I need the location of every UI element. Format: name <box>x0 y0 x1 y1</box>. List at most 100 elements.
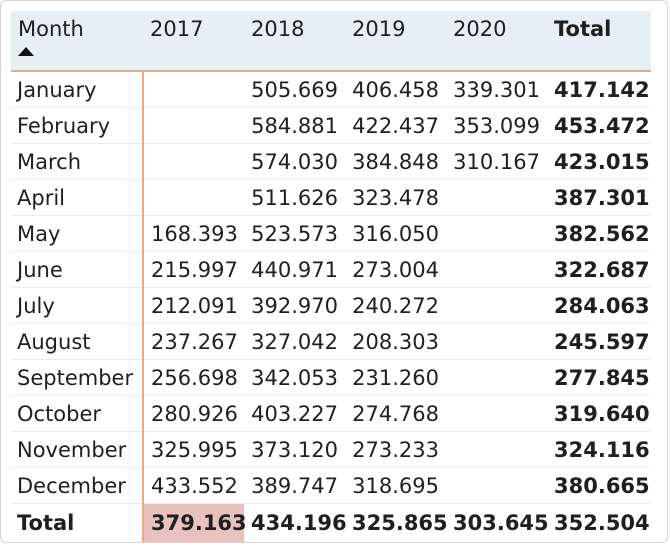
value-cell[interactable] <box>446 288 547 324</box>
value-cell[interactable]: 584.881 <box>244 108 345 144</box>
table-row: May 168.393 523.573 316.050 382.562 <box>11 216 651 252</box>
total-cell-2018[interactable]: 434.196 <box>244 504 345 543</box>
value-cell[interactable]: 505.669 <box>244 71 345 108</box>
total-cell-2020[interactable]: 303.645 <box>446 504 547 543</box>
value-cell[interactable] <box>143 144 244 180</box>
column-header-2020[interactable]: 2020 <box>446 11 547 71</box>
matrix-table: Month 2017 2018 2019 2020 Total January 5… <box>11 11 651 542</box>
value-cell[interactable]: 316.050 <box>345 216 446 252</box>
row-total-cell[interactable]: 417.142 <box>547 71 651 108</box>
table-row: June 215.997 440.971 273.004 322.687 <box>11 252 651 288</box>
table-row: September 256.698 342.053 231.260 277.845 <box>11 360 651 396</box>
table-row: December 433.552 389.747 318.695 380.665 <box>11 468 651 504</box>
row-total-cell[interactable]: 245.597 <box>547 324 651 360</box>
value-cell[interactable]: 373.120 <box>244 432 345 468</box>
row-total-cell[interactable]: 324.116 <box>547 432 651 468</box>
value-cell[interactable] <box>446 396 547 432</box>
value-cell[interactable]: 327.042 <box>244 324 345 360</box>
value-cell[interactable]: 342.053 <box>244 360 345 396</box>
value-cell[interactable]: 318.695 <box>345 468 446 504</box>
row-header-month[interactable]: September <box>11 360 143 396</box>
value-cell[interactable]: 433.552 <box>143 468 244 504</box>
value-cell[interactable]: 403.227 <box>244 396 345 432</box>
row-header-month[interactable]: February <box>11 108 143 144</box>
row-header-month[interactable]: October <box>11 396 143 432</box>
table-row: April 511.626 323.478 387.301 <box>11 180 651 216</box>
row-total-cell[interactable]: 277.845 <box>547 360 651 396</box>
value-cell[interactable]: 256.698 <box>143 360 244 396</box>
column-header-2018[interactable]: 2018 <box>244 11 345 71</box>
value-cell[interactable]: 273.233 <box>345 432 446 468</box>
table-row: February 584.881 422.437 353.099 453.472 <box>11 108 651 144</box>
value-cell[interactable]: 310.167 <box>446 144 547 180</box>
value-cell[interactable]: 389.747 <box>244 468 345 504</box>
column-header-month[interactable]: Month <box>11 11 143 71</box>
total-cell-2019[interactable]: 325.865 <box>345 504 446 543</box>
value-cell[interactable]: 212.091 <box>143 288 244 324</box>
row-header-month[interactable]: April <box>11 180 143 216</box>
value-cell[interactable]: 511.626 <box>244 180 345 216</box>
row-header-month[interactable]: January <box>11 71 143 108</box>
row-header-month[interactable]: December <box>11 468 143 504</box>
table-row: August 237.267 327.042 208.303 245.597 <box>11 324 651 360</box>
value-cell[interactable] <box>446 324 547 360</box>
value-cell[interactable]: 440.971 <box>244 252 345 288</box>
row-header-month[interactable]: July <box>11 288 143 324</box>
value-cell[interactable] <box>143 180 244 216</box>
value-cell[interactable]: 325.995 <box>143 432 244 468</box>
value-cell[interactable]: 280.926 <box>143 396 244 432</box>
row-header-month[interactable]: May <box>11 216 143 252</box>
row-header-month[interactable]: November <box>11 432 143 468</box>
value-cell[interactable]: 237.267 <box>143 324 244 360</box>
row-total-cell[interactable]: 380.665 <box>547 468 651 504</box>
value-cell[interactable]: 323.478 <box>345 180 446 216</box>
value-cell[interactable]: 215.997 <box>143 252 244 288</box>
value-cell[interactable] <box>143 71 244 108</box>
column-header-label: Month <box>18 17 84 41</box>
value-cell[interactable] <box>143 108 244 144</box>
grand-total-cell[interactable]: 352.504 <box>547 504 651 543</box>
value-cell[interactable]: 574.030 <box>244 144 345 180</box>
table-row: July 212.091 392.970 240.272 284.063 <box>11 288 651 324</box>
sort-ascending-icon[interactable] <box>18 47 34 56</box>
value-cell[interactable] <box>446 432 547 468</box>
row-total-cell[interactable]: 453.472 <box>547 108 651 144</box>
value-cell[interactable] <box>446 360 547 396</box>
column-header-2017[interactable]: 2017 <box>143 11 244 71</box>
row-total-cell[interactable]: 387.301 <box>547 180 651 216</box>
row-total-cell[interactable]: 319.640 <box>547 396 651 432</box>
value-cell[interactable]: 240.272 <box>345 288 446 324</box>
header-row: Month 2017 2018 2019 2020 Total <box>11 11 651 71</box>
value-cell[interactable]: 168.393 <box>143 216 244 252</box>
table-row: March 574.030 384.848 310.167 423.015 <box>11 144 651 180</box>
value-cell[interactable] <box>446 180 547 216</box>
row-header-month[interactable]: March <box>11 144 143 180</box>
value-cell[interactable]: 273.004 <box>345 252 446 288</box>
value-cell[interactable]: 231.260 <box>345 360 446 396</box>
table-row: January 505.669 406.458 339.301 417.142 <box>11 71 651 108</box>
row-total-cell[interactable]: 382.562 <box>547 216 651 252</box>
table-row: November 325.995 373.120 273.233 324.116 <box>11 432 651 468</box>
value-cell[interactable]: 392.970 <box>244 288 345 324</box>
row-total-cell[interactable]: 423.015 <box>547 144 651 180</box>
total-row-label: Total <box>11 504 143 543</box>
value-cell[interactable]: 339.301 <box>446 71 547 108</box>
value-cell[interactable] <box>446 216 547 252</box>
value-cell[interactable]: 384.848 <box>345 144 446 180</box>
value-cell[interactable]: 274.768 <box>345 396 446 432</box>
value-cell[interactable]: 523.573 <box>244 216 345 252</box>
column-header-2019[interactable]: 2019 <box>345 11 446 71</box>
value-cell[interactable] <box>446 252 547 288</box>
row-total-cell[interactable]: 322.687 <box>547 252 651 288</box>
value-cell[interactable]: 208.303 <box>345 324 446 360</box>
value-cell[interactable]: 353.099 <box>446 108 547 144</box>
row-header-month[interactable]: August <box>11 324 143 360</box>
column-header-total[interactable]: Total <box>547 11 651 71</box>
value-cell[interactable] <box>446 468 547 504</box>
total-cell-2017[interactable]: 379.163 <box>143 504 244 543</box>
value-cell[interactable]: 422.437 <box>345 108 446 144</box>
value-cell[interactable]: 406.458 <box>345 71 446 108</box>
row-total-cell[interactable]: 284.063 <box>547 288 651 324</box>
row-header-month[interactable]: June <box>11 252 143 288</box>
